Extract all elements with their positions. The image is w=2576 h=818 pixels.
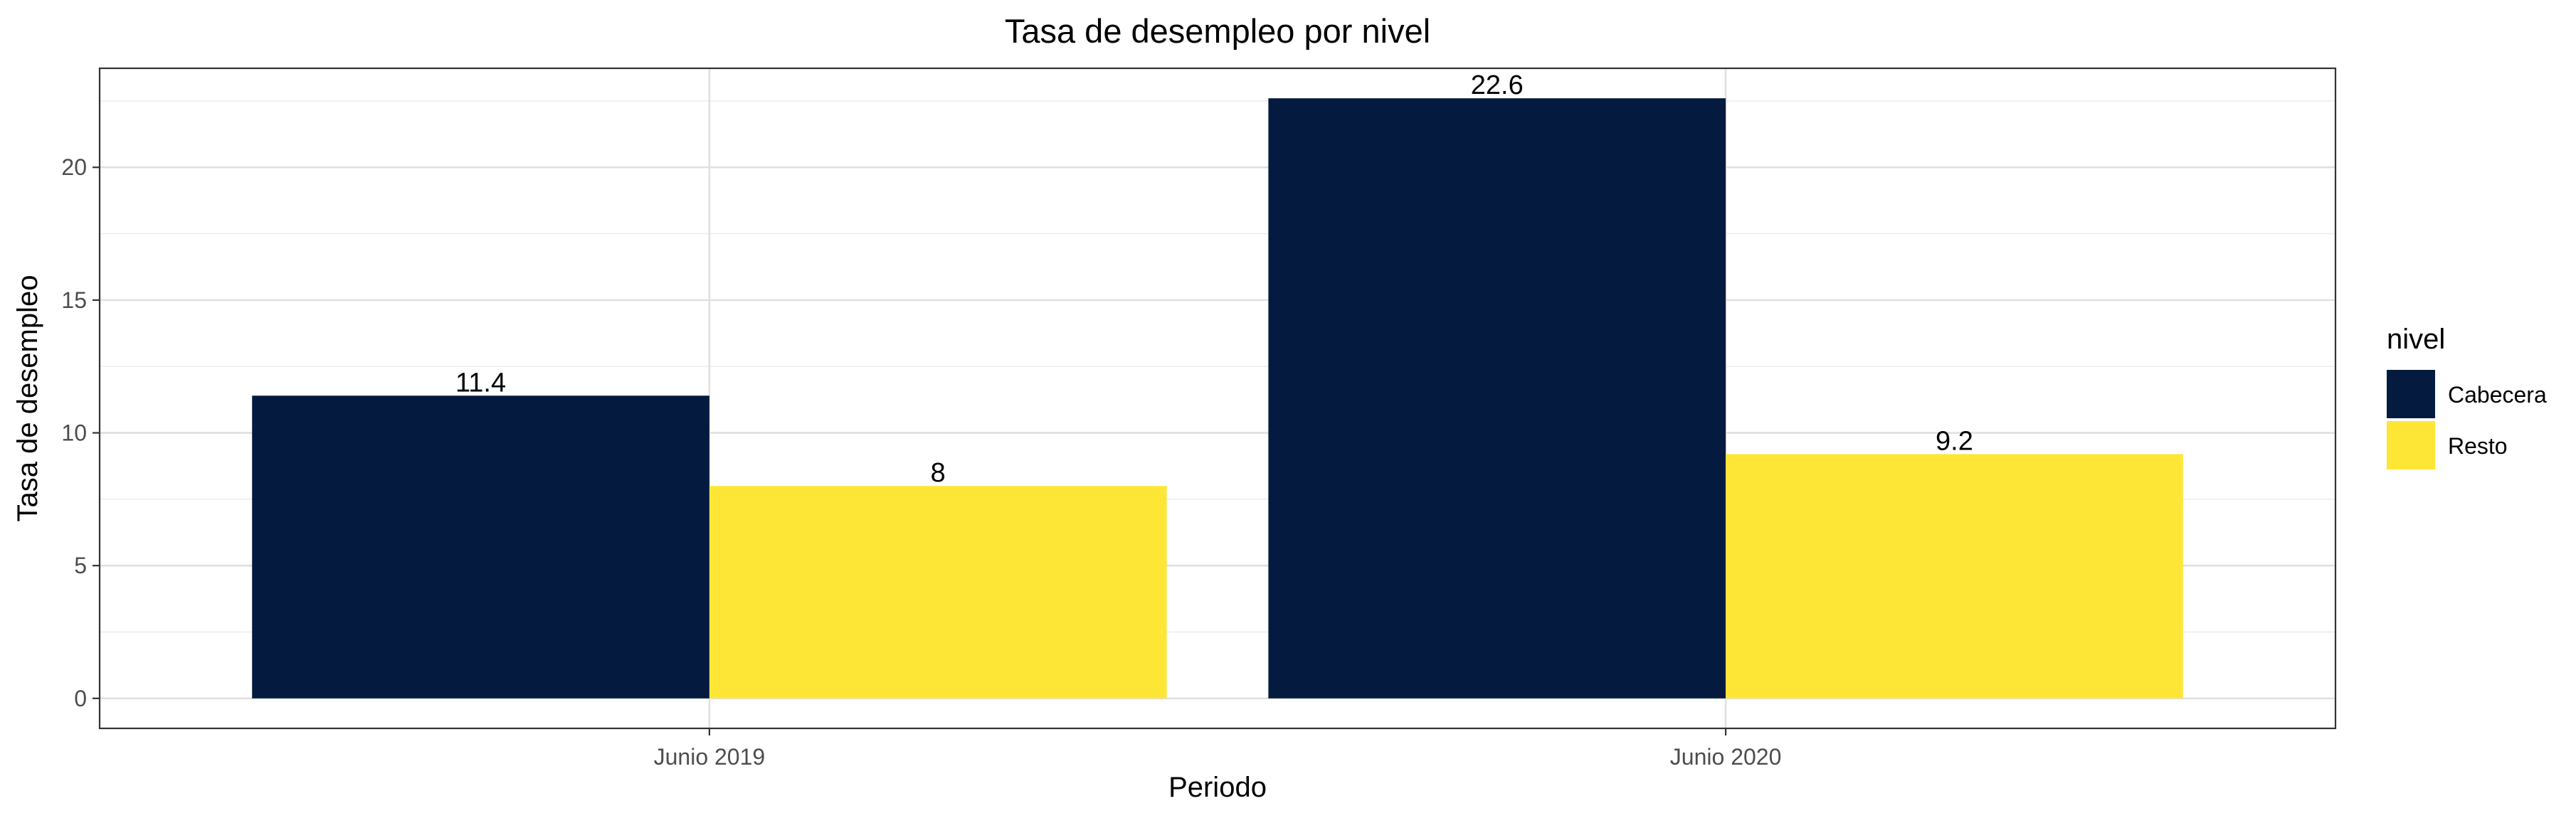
legend-key-resto <box>2387 421 2435 469</box>
y-tick-label: 0 <box>74 686 87 711</box>
x-axis-label: Periodo <box>1168 772 1267 803</box>
y-tick-label: 10 <box>61 420 87 446</box>
y-tick-label: 15 <box>61 287 87 313</box>
bar-value-label: 22.6 <box>1471 70 1524 100</box>
legend-label: Resto <box>2448 433 2508 459</box>
y-axis-label: Tasa de desempleo <box>12 275 43 522</box>
bar-value-label: 9.2 <box>1936 426 1973 456</box>
bar-value-label: 11.4 <box>455 368 506 398</box>
legend-label: Cabecera <box>2448 382 2547 408</box>
bar-resto-2 <box>1726 454 2183 699</box>
bar-cabecera-1 <box>252 395 709 699</box>
x-tick-label: Junio 2019 <box>654 744 766 770</box>
legend: nivel Cabecera Resto <box>2387 324 2547 469</box>
bar-cabecera-2 <box>1268 98 1726 699</box>
legend-title: nivel <box>2387 324 2445 355</box>
legend-key-cabecera <box>2387 370 2435 418</box>
plot-panel-border <box>98 67 2337 730</box>
chart-title: Tasa de desempleo por nivel <box>1005 12 1430 50</box>
y-tick-label: 5 <box>74 553 87 578</box>
x-tick-label: Junio 2020 <box>1670 744 1782 770</box>
bar-value-label: 8 <box>931 458 946 488</box>
y-tick-label: 20 <box>61 154 87 180</box>
bar-resto-1 <box>709 486 1167 699</box>
